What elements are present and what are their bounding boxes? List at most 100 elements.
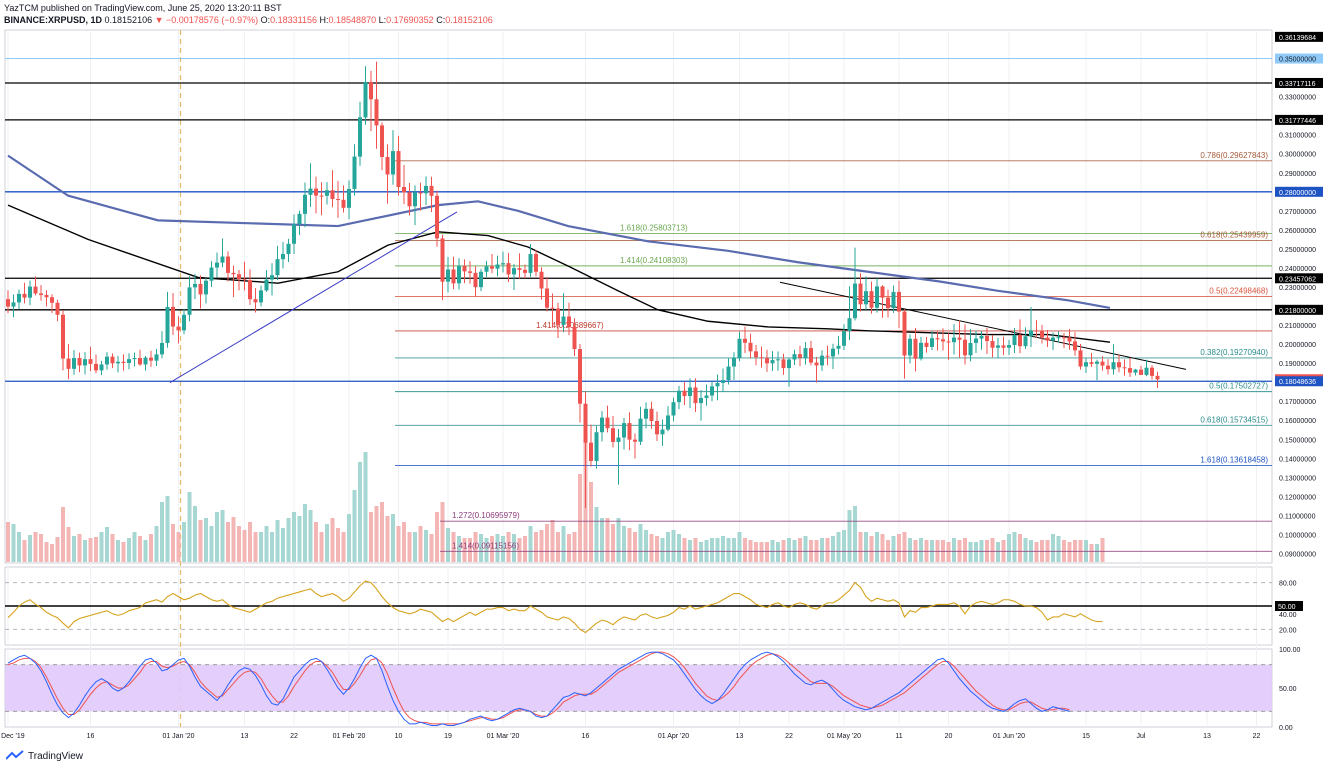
candle-body — [457, 265, 461, 284]
price-tick-label: 0.33000000 — [1279, 95, 1316, 102]
volume-bar — [226, 522, 230, 562]
price-label-highlight: 0.23457062 — [1279, 276, 1316, 283]
x-tick-label: 22 — [290, 733, 298, 740]
volume-bar — [220, 510, 225, 562]
candle-body — [110, 356, 115, 364]
x-tick-label: 01 Mar '20 — [487, 733, 520, 740]
volume-bar — [787, 538, 791, 562]
volume-bar — [363, 452, 368, 562]
brand-label: TradingView — [28, 751, 84, 762]
candle-body — [1012, 334, 1017, 346]
trendline — [779, 281, 1187, 370]
volume-bar — [952, 538, 956, 562]
volume-bar — [171, 524, 175, 562]
volume-bar — [803, 536, 808, 562]
candle-body — [83, 359, 87, 366]
candle-body — [127, 359, 131, 363]
volume-bar — [440, 502, 445, 562]
rsi-line — [7, 580, 1103, 634]
volume-bar — [616, 518, 621, 562]
stoch-tick-label: 0.00 — [1279, 725, 1293, 732]
price-tick-label: 0.25000000 — [1279, 247, 1316, 254]
candle-body — [66, 358, 71, 369]
volume-bar — [754, 542, 758, 562]
volume-bar — [506, 532, 511, 562]
candle-body — [264, 279, 269, 291]
candle-body — [792, 354, 797, 360]
candle-body — [1155, 375, 1160, 380]
candle-body — [182, 314, 186, 331]
price-tick-label: 0.19000000 — [1279, 361, 1316, 368]
ma100-line — [7, 204, 1111, 343]
candle-body — [1133, 369, 1138, 373]
candle-body — [748, 342, 753, 352]
volume-bar — [946, 542, 951, 562]
candle-body — [231, 272, 236, 275]
volume-bar — [61, 507, 65, 562]
trendline — [169, 211, 458, 383]
volume-bar — [1023, 538, 1028, 562]
volume-bar — [292, 512, 296, 562]
candle-body — [6, 299, 10, 307]
candle-body — [462, 265, 467, 272]
volume-bar — [105, 527, 109, 562]
candle-body — [187, 287, 192, 315]
price-tick-label: 0.10000000 — [1279, 532, 1316, 539]
candle-body — [512, 268, 516, 275]
candle-body — [935, 338, 940, 340]
candle-body — [374, 99, 379, 126]
x-tick-label: 10 — [395, 733, 403, 740]
candle-body — [61, 314, 65, 359]
candle-body — [622, 423, 626, 438]
candle-body — [253, 299, 258, 303]
candle-body — [924, 342, 929, 347]
volume-bar — [193, 506, 197, 562]
candle-body — [1029, 330, 1033, 337]
volume-bar — [380, 502, 384, 562]
price-tick-label: 0.11000000 — [1279, 513, 1316, 520]
x-tick-label: 11 — [895, 733, 902, 740]
candle-body — [226, 256, 230, 273]
low-value: 0.17690352 — [386, 15, 434, 25]
price-tick-label: 0.30000000 — [1279, 152, 1316, 159]
x-tick-label: 13 — [736, 733, 744, 740]
candle-body — [1045, 337, 1050, 341]
candle-body — [605, 417, 610, 429]
candle-body — [611, 428, 615, 442]
fib-level-label: 0.786(0.29627843) — [1200, 151, 1268, 160]
candle-body — [1073, 341, 1077, 351]
volume-bar — [858, 532, 863, 562]
candle-body — [737, 338, 742, 358]
volume-bar — [1007, 534, 1011, 562]
candle-body — [589, 442, 593, 461]
candle-body — [479, 271, 483, 288]
volume-bar — [182, 522, 186, 562]
candle-body — [1056, 337, 1061, 339]
volume-bar — [726, 538, 731, 562]
price-tick-label: 0.20000000 — [1279, 342, 1316, 349]
volume-bar — [462, 538, 467, 562]
candle-body — [39, 293, 43, 295]
open-value: 0.18331156 — [270, 15, 318, 25]
candle-body — [809, 348, 813, 363]
volume-bar — [974, 542, 978, 562]
volume-bar — [732, 538, 736, 562]
volume-bar — [605, 518, 610, 562]
volume-bar — [44, 542, 49, 562]
last-price: 0.18152106 — [104, 15, 153, 25]
volume-bar — [721, 536, 725, 562]
price-tick-label: 0.15000000 — [1279, 437, 1316, 444]
volume-bar — [996, 542, 1000, 562]
volume-bar — [149, 534, 153, 562]
candle-body — [281, 254, 285, 260]
x-tick-label: 01 Jan '20 — [162, 733, 194, 740]
candle-body — [325, 190, 329, 196]
candle-body — [319, 195, 324, 197]
candle-body — [836, 345, 841, 349]
volume-bar — [759, 542, 764, 562]
candle-body — [1100, 361, 1105, 366]
volume-bar — [600, 518, 604, 562]
volume-bar — [270, 532, 274, 562]
candle-body — [275, 259, 280, 276]
